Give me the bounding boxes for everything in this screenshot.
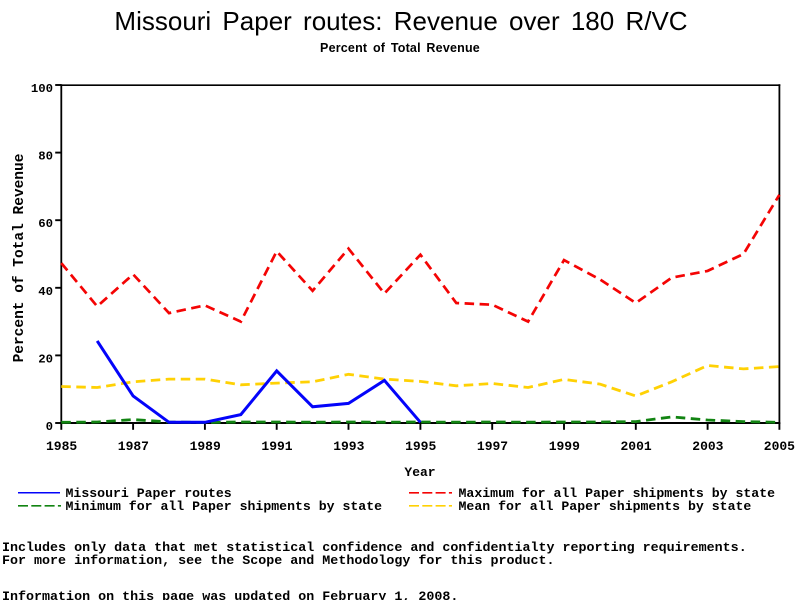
svg-text:40: 40 — [38, 285, 53, 299]
svg-text:Percent of Total Revenue: Percent of Total Revenue — [320, 41, 480, 55]
svg-text:20: 20 — [38, 352, 53, 366]
svg-text:For more information, see the: For more information, see the Scope and … — [2, 554, 555, 569]
svg-text:1991: 1991 — [261, 439, 292, 454]
svg-text:Missouri Paper routes: Missouri Paper routes — [66, 486, 232, 501]
svg-text:1997: 1997 — [477, 439, 508, 454]
svg-text:1985: 1985 — [46, 439, 77, 454]
svg-text:1993: 1993 — [333, 439, 364, 454]
svg-text:80: 80 — [38, 150, 53, 164]
svg-text:2005: 2005 — [764, 439, 795, 454]
svg-text:1987: 1987 — [118, 439, 149, 454]
svg-text:1989: 1989 — [190, 439, 221, 454]
svg-text:2001: 2001 — [620, 439, 651, 454]
svg-text:60: 60 — [38, 217, 53, 231]
svg-text:Information on this page was u: Information on this page was updated on … — [2, 590, 458, 600]
svg-text:1995: 1995 — [405, 439, 436, 454]
svg-text:Includes only data that met st: Includes only data that met statistical … — [2, 541, 747, 556]
svg-text:100: 100 — [31, 82, 53, 96]
svg-text:Percent of Total Revenue: Percent of Total Revenue — [12, 154, 28, 363]
svg-text:Minimum for all Paper shipment: Minimum for all Paper shipments by state — [66, 499, 383, 514]
svg-text:1999: 1999 — [549, 439, 580, 454]
svg-text:Mean for all Paper shipments b: Mean for all Paper shipments by state — [459, 499, 752, 514]
svg-text:2003: 2003 — [692, 439, 723, 454]
svg-text:Year: Year — [404, 465, 435, 480]
svg-text:Missouri Paper routes: Revenue: Missouri Paper routes: Revenue over 180 … — [114, 6, 687, 36]
svg-text:Maximum for all Paper shipment: Maximum for all Paper shipments by state — [459, 486, 776, 501]
svg-text:0: 0 — [46, 420, 53, 434]
